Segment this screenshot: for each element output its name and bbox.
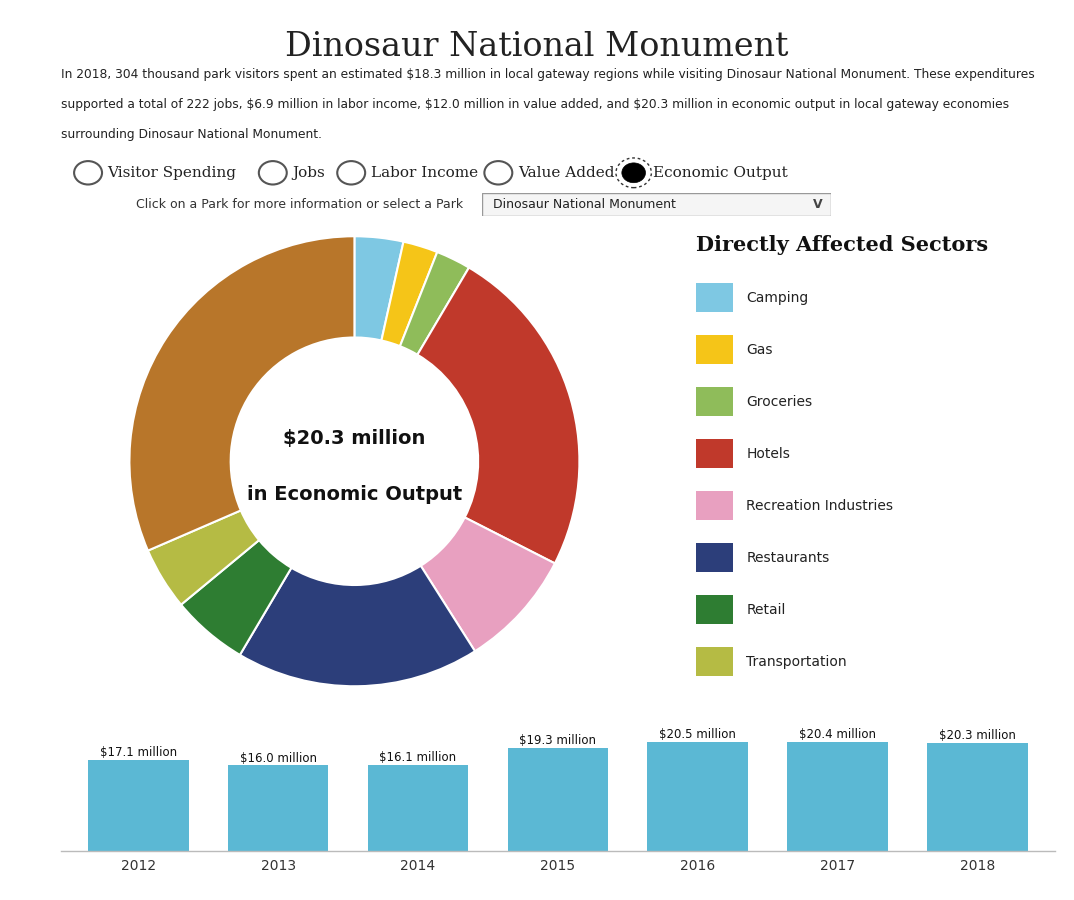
Text: Groceries: Groceries — [746, 394, 812, 409]
Text: Economic Output: Economic Output — [653, 166, 787, 180]
FancyBboxPatch shape — [696, 766, 732, 796]
Text: In 2018, 304 thousand park visitors spent an estimated $18.3 million in local ga: In 2018, 304 thousand park visitors spen… — [61, 68, 1035, 81]
Wedge shape — [240, 566, 475, 686]
Text: Value Added: Value Added — [518, 166, 614, 180]
Bar — [367, 765, 468, 850]
Text: $20.3 million: $20.3 million — [940, 729, 1016, 742]
Text: Hotels: Hotels — [746, 446, 790, 461]
Text: Click on a Park for more information or select a Park: Click on a Park for more information or … — [136, 198, 464, 211]
Text: $16.1 million: $16.1 million — [379, 752, 456, 764]
Bar — [648, 742, 749, 850]
Text: Labor Income: Labor Income — [371, 166, 478, 180]
Bar — [508, 748, 608, 850]
Bar — [927, 742, 1028, 850]
Text: supported a total of 222 jobs, $6.9 million in labor income, $12.0 million in va: supported a total of 222 jobs, $6.9 mill… — [61, 98, 1010, 111]
Text: Dinosaur National Monument: Dinosaur National Monument — [493, 198, 676, 211]
Text: Gas: Gas — [746, 343, 772, 356]
Text: $20.3 million: $20.3 million — [284, 429, 425, 448]
Text: Jobs: Jobs — [292, 166, 324, 180]
Text: Directly Affected Sectors: Directly Affected Sectors — [696, 235, 988, 255]
FancyBboxPatch shape — [696, 283, 732, 312]
FancyBboxPatch shape — [696, 491, 732, 520]
Text: Secondary Effects: Secondary Effects — [746, 774, 872, 788]
Text: surrounding Dinosaur National Monument.: surrounding Dinosaur National Monument. — [61, 128, 322, 140]
Wedge shape — [354, 236, 404, 340]
FancyBboxPatch shape — [696, 646, 732, 677]
Text: Camping: Camping — [746, 291, 809, 304]
Wedge shape — [418, 267, 579, 563]
Text: in Economic Output: in Economic Output — [247, 485, 462, 505]
Text: Retail: Retail — [746, 603, 785, 616]
Wedge shape — [148, 510, 259, 605]
Text: Dinosaur National Monument: Dinosaur National Monument — [286, 31, 788, 63]
FancyBboxPatch shape — [696, 335, 732, 365]
Text: Recreation Industries: Recreation Industries — [746, 499, 894, 512]
Wedge shape — [130, 236, 354, 551]
Text: $19.3 million: $19.3 million — [520, 734, 596, 747]
Text: $20.4 million: $20.4 million — [799, 728, 876, 742]
Wedge shape — [182, 540, 291, 655]
Bar — [88, 760, 189, 850]
Text: $17.1 million: $17.1 million — [100, 746, 177, 759]
Wedge shape — [381, 242, 437, 346]
Text: V: V — [813, 198, 823, 211]
FancyBboxPatch shape — [696, 438, 732, 469]
FancyBboxPatch shape — [696, 387, 732, 417]
Text: Secondary Effects: Secondary Effects — [696, 724, 906, 743]
Bar — [228, 765, 329, 850]
Wedge shape — [400, 252, 469, 355]
FancyBboxPatch shape — [696, 543, 732, 572]
Text: $16.0 million: $16.0 million — [240, 752, 317, 765]
Text: $20.5 million: $20.5 million — [659, 728, 737, 741]
Text: Restaurants: Restaurants — [746, 551, 829, 564]
Text: Visitor Spending: Visitor Spending — [107, 166, 236, 180]
Wedge shape — [421, 518, 555, 652]
Text: Transportation: Transportation — [746, 654, 846, 669]
Bar — [787, 742, 888, 850]
FancyBboxPatch shape — [696, 595, 732, 625]
